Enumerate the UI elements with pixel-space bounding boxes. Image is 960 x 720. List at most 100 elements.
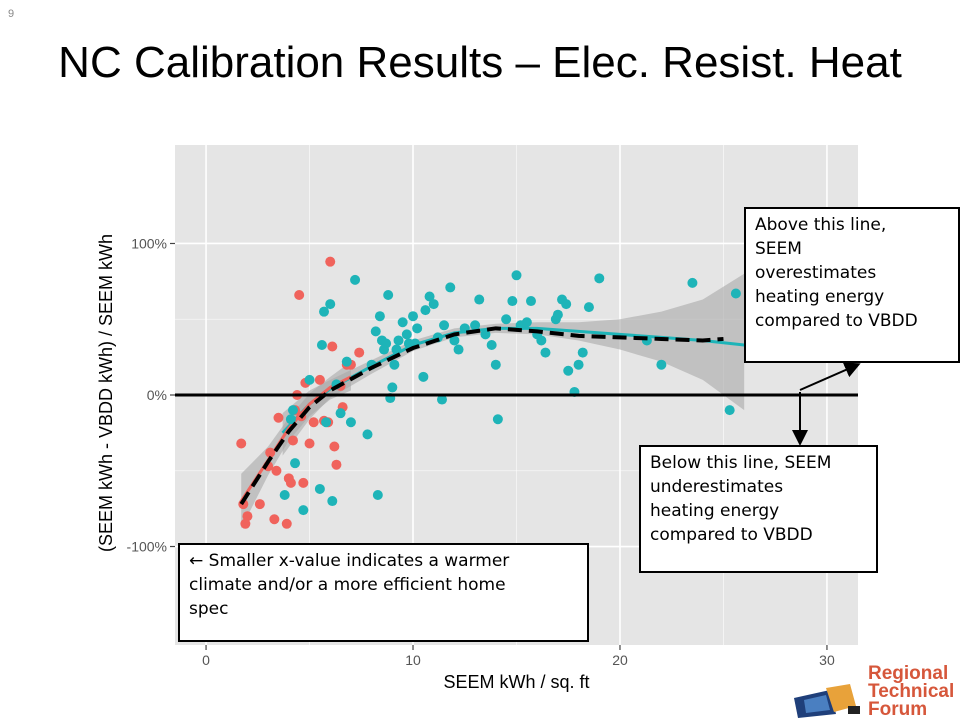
teal-data-point bbox=[381, 338, 392, 349]
red-data-point bbox=[242, 511, 253, 522]
teal-data-point bbox=[372, 490, 383, 500]
page-title: NC Calibration Results – Elec. Resist. H… bbox=[58, 38, 902, 87]
teal-data-point bbox=[474, 294, 485, 305]
logo-line: Technical bbox=[868, 681, 955, 702]
teal-data-point bbox=[536, 335, 547, 346]
callout-above-line: Above this line, SEEM overestimates heat… bbox=[744, 207, 960, 363]
axis-ticks: 0 10 20 30 -100% 0% 100% bbox=[127, 235, 835, 668]
red-data-point bbox=[314, 374, 325, 385]
callout-line: spec bbox=[189, 599, 229, 619]
teal-data-point bbox=[492, 414, 503, 425]
red-data-point bbox=[271, 465, 282, 476]
teal-data-point bbox=[319, 306, 330, 317]
red-data-point bbox=[308, 417, 319, 428]
x-axis-label: SEEM kWh / sq. ft bbox=[443, 672, 589, 692]
teal-data-point bbox=[687, 277, 698, 288]
x-tick-label: 20 bbox=[612, 652, 628, 668]
dashed-fit-line bbox=[239, 326, 724, 506]
teal-data-point bbox=[393, 335, 404, 346]
teal-data-point bbox=[387, 382, 398, 393]
teal-data-point bbox=[656, 359, 667, 370]
teal-data-point bbox=[335, 408, 346, 419]
teal-data-point bbox=[439, 320, 450, 331]
red-data-point bbox=[304, 438, 315, 449]
callout-line: underestimates bbox=[650, 477, 784, 497]
overall-fit-line bbox=[239, 326, 724, 506]
teal-data-point bbox=[304, 374, 315, 385]
teal-confidence-band bbox=[282, 273, 745, 456]
red-data-point bbox=[254, 499, 265, 510]
red-data-point bbox=[294, 290, 305, 300]
red-data-point bbox=[331, 459, 342, 470]
red-data-point bbox=[281, 518, 292, 529]
teal-data-point bbox=[327, 496, 338, 507]
red-data-point bbox=[287, 435, 298, 446]
teal-data-point bbox=[316, 340, 327, 350]
teal-data-point bbox=[507, 296, 518, 307]
teal-data-point bbox=[314, 483, 325, 494]
teal-data-point bbox=[577, 347, 588, 358]
teal-data-point bbox=[374, 311, 385, 322]
red-confidence-band bbox=[241, 361, 351, 529]
y-tick-label: -100% bbox=[127, 539, 167, 555]
teal-data-point bbox=[730, 288, 741, 299]
red-data-point bbox=[325, 256, 336, 267]
callout-line: compared to VBDD bbox=[650, 525, 813, 545]
teal-data-point bbox=[453, 344, 464, 355]
callout-line: SEEM bbox=[755, 239, 802, 259]
red-data-point bbox=[298, 477, 309, 488]
teal-data-point bbox=[525, 296, 536, 307]
teal-data-point bbox=[383, 290, 394, 300]
teal-data-point bbox=[486, 340, 497, 350]
callout-below-line: Below this line, SEEM underestimates hea… bbox=[639, 445, 878, 573]
red-data-point bbox=[240, 518, 251, 529]
regional-technical-forum-logo: Regional Technical Forum bbox=[790, 660, 960, 720]
teal-data-point bbox=[420, 305, 431, 316]
callout-line: compared to VBDD bbox=[755, 311, 918, 331]
teal-data-point bbox=[449, 335, 460, 346]
teal-data-point bbox=[594, 273, 605, 284]
red-data-point bbox=[265, 447, 276, 458]
teal-data-point bbox=[445, 282, 456, 293]
teal-data-point bbox=[480, 329, 491, 340]
teal-data-point bbox=[424, 291, 435, 302]
red-data-point bbox=[354, 347, 365, 358]
teal-data-point bbox=[501, 314, 512, 325]
teal-data-point bbox=[389, 359, 400, 370]
teal-data-point bbox=[552, 309, 563, 320]
red-data-point bbox=[236, 438, 247, 449]
teal-data-point bbox=[561, 299, 572, 310]
confidence-bands bbox=[241, 273, 745, 529]
teal-data-point bbox=[540, 347, 551, 358]
teal-data-point bbox=[436, 394, 447, 405]
teal-data-point bbox=[397, 317, 408, 328]
slide-number: 9 bbox=[8, 8, 15, 20]
teal-data-point bbox=[521, 317, 532, 328]
x-tick-label: 30 bbox=[819, 652, 835, 668]
y-tick-label: 0% bbox=[147, 387, 167, 403]
teal-data-point bbox=[370, 326, 381, 337]
callout-line: overestimates bbox=[755, 263, 877, 283]
red-data-point bbox=[273, 412, 284, 423]
callout-x-value-note: ← Smaller x-value indicates a warmer cli… bbox=[178, 543, 589, 642]
callout-line: Above this line, bbox=[755, 215, 887, 235]
teal-data-point bbox=[321, 417, 332, 428]
teal-data-point bbox=[362, 429, 373, 440]
logo-line: Regional bbox=[868, 663, 949, 684]
y-axis-label: (SEEM kWh - VBDD kWh) / SEEM kWh bbox=[96, 234, 116, 552]
teal-data-point bbox=[724, 405, 735, 416]
teal-data-point bbox=[350, 274, 361, 285]
teal-data-point bbox=[285, 414, 296, 425]
callout-line: ← Smaller x-value indicates a warmer bbox=[189, 551, 510, 571]
y-tick-label: 100% bbox=[131, 235, 167, 251]
red-data-point bbox=[327, 341, 338, 352]
red-data-point bbox=[329, 441, 340, 452]
callout-line: heating energy bbox=[755, 287, 885, 307]
forum-logo-icon bbox=[794, 684, 860, 718]
teal-data-point bbox=[428, 299, 439, 310]
teal-data-point bbox=[418, 371, 429, 382]
x-tick-label: 0 bbox=[202, 652, 210, 668]
teal-data-point bbox=[490, 359, 501, 370]
x-tick-label: 10 bbox=[405, 652, 421, 668]
teal-data-point bbox=[412, 323, 423, 334]
